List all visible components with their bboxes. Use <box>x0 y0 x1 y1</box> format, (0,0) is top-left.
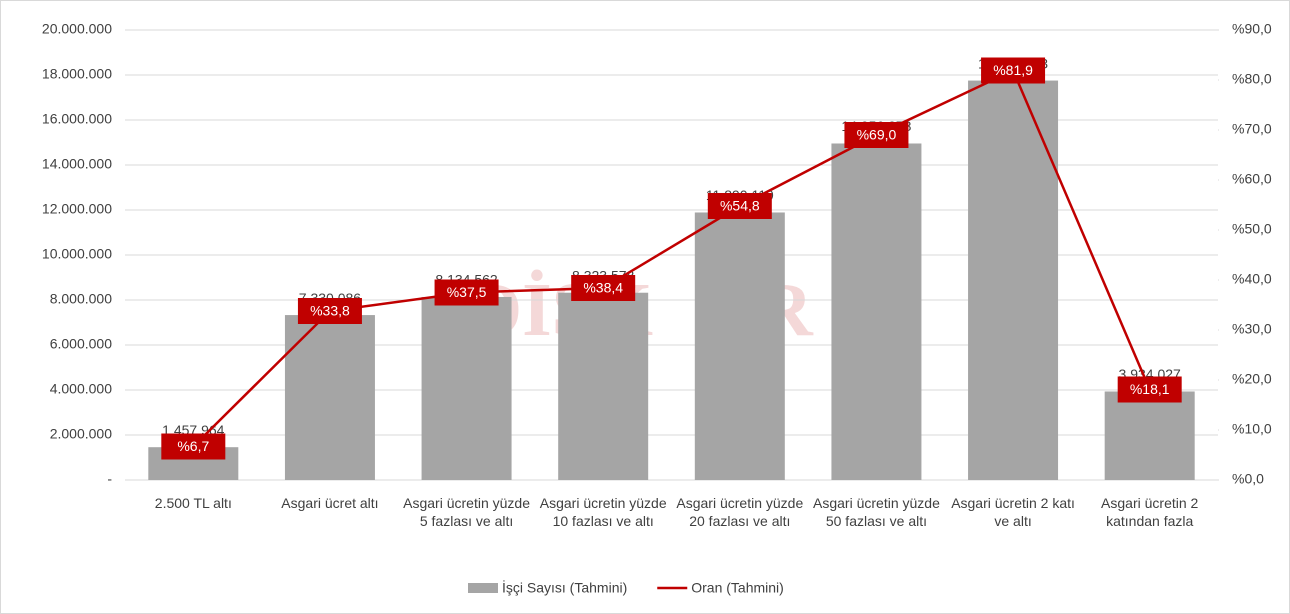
y-tick-label: 4.000.000 <box>50 381 112 397</box>
line-value-label: %6,7 <box>177 438 209 454</box>
bar <box>558 292 649 480</box>
x-tick-label: Asgari ücretin yüzde 5 fazlası ve altı <box>403 495 530 529</box>
y-tick-label: 18.000.000 <box>42 66 112 82</box>
line-label-box <box>434 279 499 306</box>
bar <box>421 296 512 480</box>
y-tick-label: 6.000.000 <box>50 336 112 352</box>
y2-tick-label: %70,0 <box>1232 121 1272 137</box>
legend-label: Oran (Tahmini) <box>691 580 784 596</box>
y2-tick-label: %80,0 <box>1232 71 1272 87</box>
y2-tick-label: %50,0 <box>1232 221 1272 237</box>
line-value-label: %81,9 <box>993 62 1033 78</box>
y-tick-label: 16.000.000 <box>42 111 112 127</box>
legend-swatch <box>468 583 498 593</box>
bar <box>1104 391 1195 480</box>
line-label-box <box>297 298 362 324</box>
y-tick-label: 20.000.000 <box>42 21 112 37</box>
x-tick-label: Asgari ücretin yüzde 10 fazlası ve altı <box>539 495 667 529</box>
x-tick-label: Asgari ücretin yüzde 50 fazlası ve altı <box>813 495 940 529</box>
line-label-box <box>707 193 772 219</box>
line-value-label: %54,8 <box>720 198 760 214</box>
bar <box>284 315 375 480</box>
legend-label: İşçi Sayısı (Tahmini) <box>502 579 627 596</box>
line-label-box <box>1117 376 1182 403</box>
line-label-box <box>981 57 1046 84</box>
line-value-label: %33,8 <box>310 303 350 319</box>
y-tick-label: 8.000.000 <box>50 291 112 307</box>
y2-tick-label: %60,0 <box>1232 171 1272 187</box>
y2-tick-label: %40,0 <box>1232 271 1272 287</box>
line-value-label: %18,1 <box>1130 381 1170 397</box>
x-tick-label: Asgari ücretin yüzde 20 fazlası ve altı <box>676 495 804 529</box>
y2-tick-label: %20,0 <box>1232 371 1272 387</box>
y-tick-label: - <box>107 471 112 487</box>
line-label-box <box>161 433 226 460</box>
line-label-box <box>844 122 909 148</box>
line-value-label: %69,0 <box>857 127 897 143</box>
y2-tick-label: %10,0 <box>1232 421 1272 437</box>
x-tick-label: 2.500 TL altı <box>154 495 232 511</box>
y-tick-label: 12.000.000 <box>42 201 112 217</box>
x-tick-label: Asgari ücretin 2 katı ve altı <box>951 495 1075 529</box>
x-tick-label: Asgari ücret altı <box>281 495 379 511</box>
bar <box>831 143 922 480</box>
y-tick-label: 2.000.000 <box>50 426 112 442</box>
y2-tick-label: %0,0 <box>1232 471 1264 487</box>
bar <box>968 80 1059 480</box>
y-tick-label: 14.000.000 <box>42 156 112 172</box>
line-value-label: %38,4 <box>583 280 623 296</box>
bar <box>694 212 785 480</box>
y-tick-label: 10.000.000 <box>42 246 112 262</box>
y2-tick-label: %90,0 <box>1232 21 1272 37</box>
line-value-label: %37,5 <box>447 284 487 300</box>
line-label-box <box>571 275 636 301</box>
y2-tick-label: %30,0 <box>1232 321 1272 337</box>
x-tick-label: Asgari ücretin 2 katından fazla <box>1101 495 1199 529</box>
